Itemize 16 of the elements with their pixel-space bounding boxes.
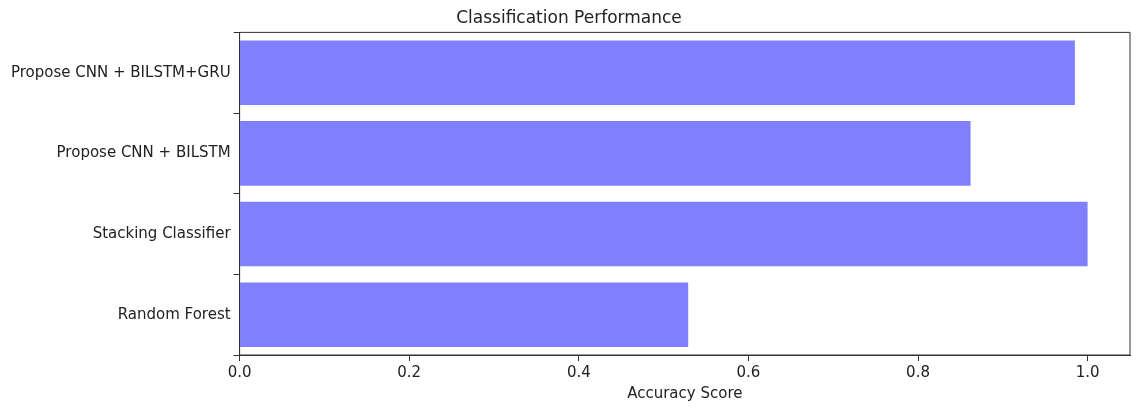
bar xyxy=(240,282,689,347)
y-tick-label: Stacking Classifier xyxy=(92,223,232,242)
x-tick-label: 0.8 xyxy=(906,362,930,381)
x-axis-title: Accuracy Score xyxy=(627,383,743,402)
y-tick-label: Propose CNN + BILSTM+GRU xyxy=(10,62,231,81)
bar xyxy=(240,201,1088,267)
y-tick-label: Random Forest xyxy=(117,304,231,323)
x-tick-label: 0.4 xyxy=(566,362,591,381)
x-tick-label: 0.2 xyxy=(397,362,422,381)
bar xyxy=(240,121,971,186)
x-tick-label: 0.6 xyxy=(736,362,761,381)
bar xyxy=(240,40,1075,105)
y-tick-label: Propose CNN + BILSTM xyxy=(56,143,231,162)
x-tick-label: 1.0 xyxy=(1075,362,1100,381)
x-tick-label: 0.0 xyxy=(227,362,252,381)
chart-title: Classification Performance xyxy=(456,6,682,27)
